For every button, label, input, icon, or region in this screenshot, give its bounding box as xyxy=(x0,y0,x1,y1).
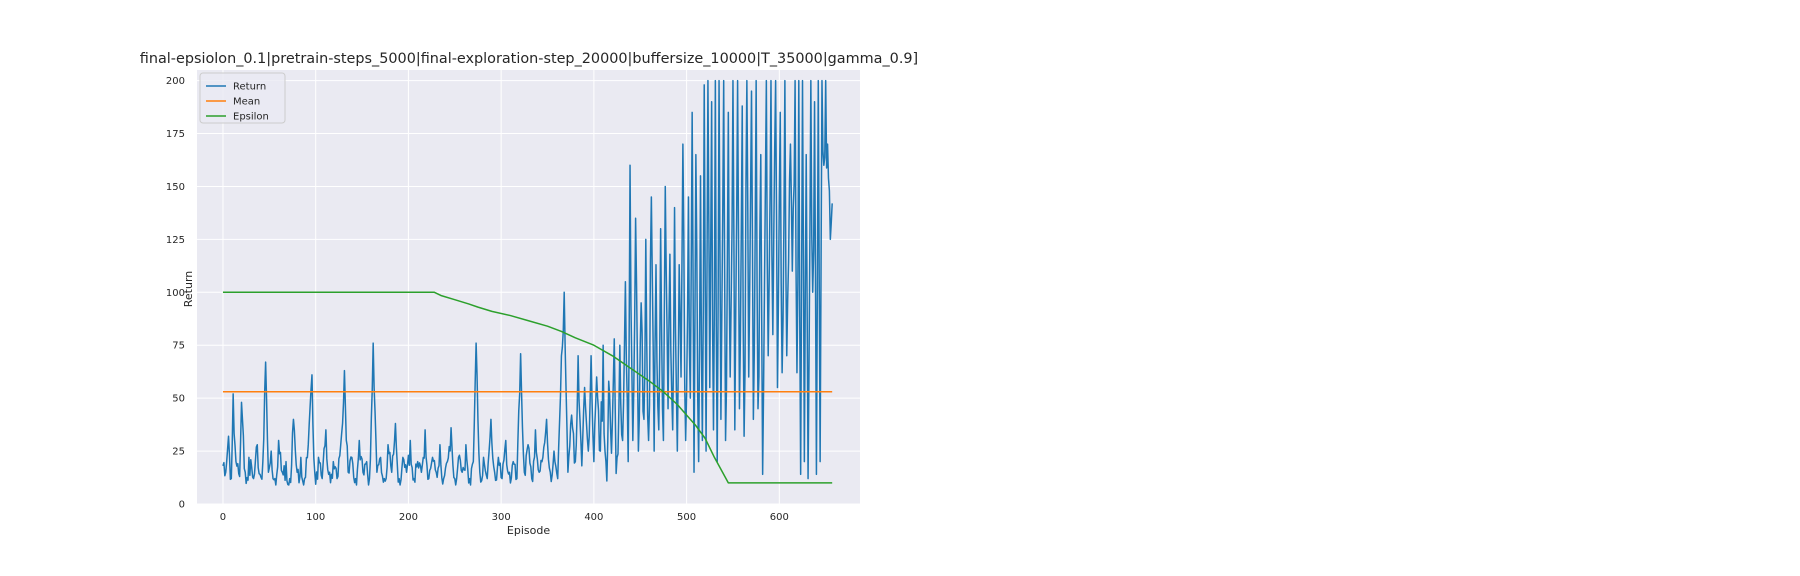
legend-label-mean: Mean xyxy=(233,97,260,108)
x-axis-label: Episode xyxy=(507,524,550,537)
y-tick-label: 175 xyxy=(166,129,185,140)
series-layer xyxy=(222,79,833,486)
chart-title: final-epsiolon_0.1|pretrain-steps_5000|f… xyxy=(140,51,918,67)
series-line-return xyxy=(222,79,833,486)
legend-label-return: Return xyxy=(233,82,266,93)
y-tick-label: 100 xyxy=(166,288,185,299)
legend: Return Mean Epsilon xyxy=(199,72,286,124)
y-axis-ticks: 0 25 50 75 100 125 150 175 200 xyxy=(166,76,185,510)
x-tick-label: 0 xyxy=(220,512,226,523)
x-tick-label: 300 xyxy=(492,512,511,523)
y-tick-label: 25 xyxy=(172,447,185,458)
x-tick-label: 600 xyxy=(770,512,789,523)
plot-area xyxy=(197,70,860,504)
y-tick-label: 200 xyxy=(166,76,185,87)
x-tick-label: 500 xyxy=(677,512,696,523)
x-axis-ticks: 0 100 200 300 400 500 600 xyxy=(220,512,789,523)
y-tick-label: 125 xyxy=(166,235,185,246)
y-tick-label: 75 xyxy=(172,341,185,352)
legend-label-epsilon: Epsilon xyxy=(233,112,269,123)
y-axis-label: Return xyxy=(182,271,195,308)
x-tick-label: 100 xyxy=(306,512,325,523)
x-tick-label: 400 xyxy=(584,512,603,523)
y-tick-label: 150 xyxy=(166,182,185,193)
y-tick-label: 0 xyxy=(179,500,185,511)
x-tick-label: 200 xyxy=(399,512,418,523)
series-line-epsilon xyxy=(222,291,833,484)
y-tick-label: 50 xyxy=(172,394,185,405)
